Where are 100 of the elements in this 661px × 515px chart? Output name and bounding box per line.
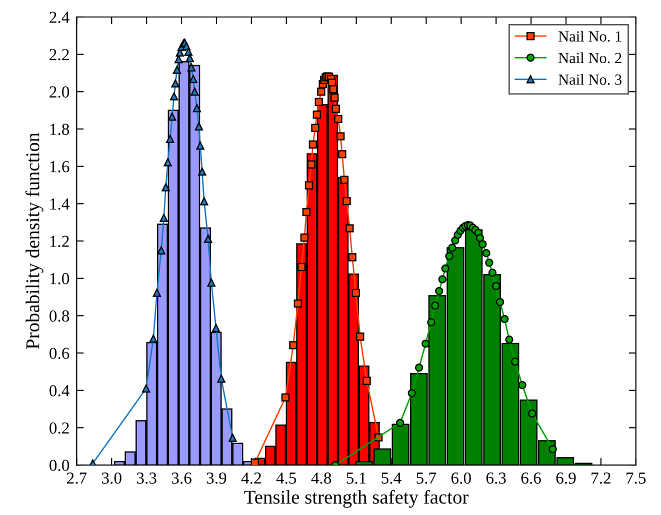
point <box>317 88 326 96</box>
point <box>302 208 311 216</box>
point <box>162 183 170 192</box>
y-tick-label: 2.2 <box>50 49 69 60</box>
point <box>441 264 450 273</box>
point <box>548 445 557 454</box>
point <box>149 334 158 343</box>
point <box>172 66 182 74</box>
point <box>488 268 497 277</box>
y-tick-label: 0.2 <box>50 422 69 434</box>
point <box>348 253 356 262</box>
x-tick-label: 3.6 <box>172 472 192 484</box>
y-tick-label: 1.2 <box>50 236 69 248</box>
y-tick-label: 0.6 <box>50 348 70 360</box>
x-tick-label: 6.9 <box>556 472 576 484</box>
point <box>356 332 364 341</box>
point <box>281 393 290 402</box>
point <box>152 288 162 297</box>
point <box>168 112 176 121</box>
point <box>342 196 351 206</box>
x-tick-label: 3.9 <box>206 472 226 484</box>
point <box>189 74 198 84</box>
point <box>505 335 514 344</box>
point <box>194 122 203 130</box>
x-tick-label: 6.0 <box>451 472 471 484</box>
y-tick-label: 2.0 <box>50 86 70 98</box>
point <box>482 249 490 258</box>
point <box>528 409 536 418</box>
x-tick-label: 4.5 <box>276 472 296 484</box>
point <box>340 176 348 184</box>
point <box>408 389 416 398</box>
point <box>212 324 220 332</box>
point <box>332 104 340 113</box>
y-tick-label: 1.8 <box>50 124 70 136</box>
y-tick-label: 0.0 <box>50 460 70 472</box>
point <box>200 197 208 206</box>
y-tick-label: 1.4 <box>50 198 70 210</box>
x-tick-label: 6.6 <box>521 472 541 484</box>
point <box>250 458 260 466</box>
y-tick-label: 1.0 <box>50 273 70 284</box>
y-tick-label: 0.8 <box>50 310 70 322</box>
point <box>164 158 172 166</box>
point <box>311 124 320 132</box>
point <box>476 234 484 242</box>
point <box>435 286 444 296</box>
point <box>346 224 354 232</box>
x-tick-label: 3.3 <box>136 472 156 484</box>
point <box>329 85 338 94</box>
point <box>304 181 314 190</box>
point <box>289 341 298 350</box>
point <box>171 79 180 88</box>
point <box>431 302 440 310</box>
y-axis-title: Probability density function <box>25 132 44 350</box>
x-tick-label: 5.7 <box>416 472 436 484</box>
x-axis-title: Tensile strength safety factor <box>244 490 469 508</box>
y-tick-label: 1.6 <box>50 161 70 172</box>
point <box>170 92 178 100</box>
point <box>422 340 430 348</box>
point <box>190 88 199 96</box>
point <box>496 298 504 306</box>
point <box>297 262 306 272</box>
point <box>160 214 168 222</box>
x-tick-label: 3.0 <box>102 472 122 484</box>
y-tick-label: 0.4 <box>50 385 70 396</box>
point <box>518 381 526 390</box>
x-tick-label: 6.3 <box>486 472 506 484</box>
point <box>294 299 302 308</box>
x-tick-label: 2.7 <box>66 472 87 484</box>
point <box>510 358 520 366</box>
point <box>198 167 206 176</box>
point <box>204 234 212 243</box>
point <box>314 98 323 106</box>
point <box>448 244 456 252</box>
point <box>228 434 237 442</box>
x-tick-label: 4.2 <box>241 472 261 484</box>
point <box>166 134 174 143</box>
point <box>336 132 345 140</box>
point <box>334 114 342 124</box>
point <box>427 318 436 326</box>
point <box>184 48 192 56</box>
point <box>192 104 202 112</box>
point <box>186 54 194 62</box>
legend-label: Nail No. 2 <box>558 52 622 64</box>
point <box>312 110 321 119</box>
point <box>352 288 360 298</box>
point <box>187 63 196 72</box>
point <box>330 94 339 102</box>
point <box>438 275 446 284</box>
x-tick-label: 4.8 <box>311 472 332 484</box>
point <box>396 418 404 427</box>
x-tick-label: 5.1 <box>346 472 366 484</box>
point <box>338 150 346 158</box>
point <box>362 376 371 385</box>
x-tick-label: 5.4 <box>382 472 402 484</box>
point <box>300 234 309 242</box>
point <box>142 384 150 393</box>
point <box>217 374 226 383</box>
point <box>308 140 318 149</box>
point <box>478 240 487 248</box>
x-tick-label: 7.2 <box>592 472 610 484</box>
